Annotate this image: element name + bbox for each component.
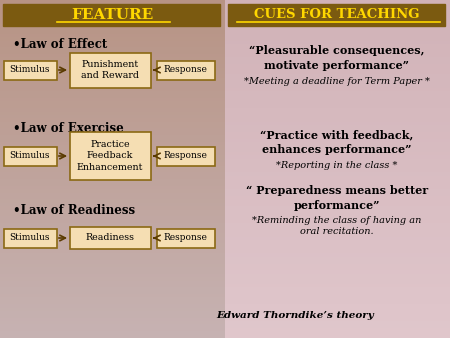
Text: Edward Thorndike’s theory: Edward Thorndike’s theory bbox=[216, 312, 374, 320]
Text: Response: Response bbox=[163, 234, 207, 242]
Text: •Law of Effect: •Law of Effect bbox=[13, 39, 107, 51]
Text: “Pleasurable consequences,
motivate performance”: “Pleasurable consequences, motivate perf… bbox=[249, 45, 425, 71]
Text: *Meeting a deadline for Term Paper *: *Meeting a deadline for Term Paper * bbox=[244, 77, 430, 87]
Text: •Law of Exercise: •Law of Exercise bbox=[13, 121, 124, 135]
Bar bbox=[3, 4, 220, 26]
Text: Response: Response bbox=[163, 151, 207, 161]
Text: Stimulus: Stimulus bbox=[10, 151, 50, 161]
FancyBboxPatch shape bbox=[69, 132, 150, 180]
FancyBboxPatch shape bbox=[69, 52, 150, 88]
FancyBboxPatch shape bbox=[4, 146, 57, 166]
Text: Stimulus: Stimulus bbox=[10, 66, 50, 74]
Text: *Reporting in the class *: *Reporting in the class * bbox=[276, 161, 398, 169]
Text: FEATURE: FEATURE bbox=[71, 8, 153, 22]
Text: “Practice with feedback,
enhances performance”: “Practice with feedback, enhances perfor… bbox=[260, 129, 414, 154]
Text: Response: Response bbox=[163, 66, 207, 74]
Text: “ Preparedness means better
performance”: “ Preparedness means better performance” bbox=[246, 186, 428, 211]
FancyBboxPatch shape bbox=[157, 146, 215, 166]
Text: •Law of Readiness: •Law of Readiness bbox=[13, 203, 135, 217]
FancyBboxPatch shape bbox=[4, 61, 57, 79]
Text: CUES FOR TEACHING: CUES FOR TEACHING bbox=[254, 8, 420, 22]
Text: Practice
Feedback
Enhancement: Practice Feedback Enhancement bbox=[77, 140, 143, 172]
FancyBboxPatch shape bbox=[157, 228, 215, 247]
FancyBboxPatch shape bbox=[157, 61, 215, 79]
Text: Readiness: Readiness bbox=[86, 234, 135, 242]
Text: Punishment
and Reward: Punishment and Reward bbox=[81, 59, 139, 80]
FancyBboxPatch shape bbox=[69, 227, 150, 249]
FancyBboxPatch shape bbox=[4, 228, 57, 247]
Text: *Reminding the class of having an
oral recitation.: *Reminding the class of having an oral r… bbox=[252, 216, 422, 236]
Text: Stimulus: Stimulus bbox=[10, 234, 50, 242]
Bar bbox=[228, 4, 445, 26]
